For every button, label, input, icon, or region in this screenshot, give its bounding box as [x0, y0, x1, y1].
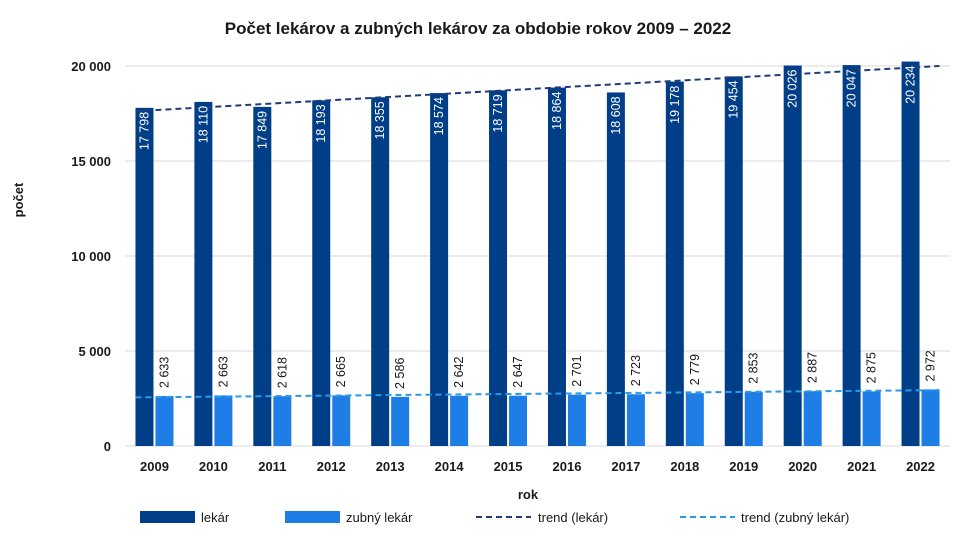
data-label-zubny-lekar: 2 633 [157, 357, 171, 388]
bar-zubny-lekar [391, 396, 410, 446]
x-tick-label: 2015 [494, 459, 523, 474]
bar-lekar [665, 81, 684, 447]
legend-label-trend-lekar: trend (lekár) [538, 510, 608, 525]
bar-zubny-lekar [567, 394, 586, 446]
x-axis-ticks: 2009 2010 2011 2012 2013 2014 2015 2016 2017 2018… [140, 459, 935, 474]
bar-lekar [901, 61, 920, 446]
bars [135, 61, 940, 447]
data-label-zubny-lekar: 2 618 [275, 357, 289, 388]
x-tick-label: 2022 [906, 459, 935, 474]
y-tick-label: 5 000 [78, 344, 111, 359]
legend-label-trend-zubny-lekar: trend (zubný lekár) [741, 510, 849, 525]
data-label-lekar: 18 193 [314, 104, 328, 142]
bar-zubny-lekar [685, 393, 704, 446]
bar-zubny-lekar [744, 391, 763, 446]
y-axis-label: počet [11, 182, 26, 217]
bar-zubny-lekar [921, 389, 940, 446]
x-tick-label: 2020 [788, 459, 817, 474]
bar-zubny-lekar [450, 395, 469, 446]
x-tick-label: 2021 [847, 459, 876, 474]
data-label-lekar: 20 026 [786, 69, 800, 107]
data-label-lekar: 19 178 [668, 86, 682, 124]
x-tick-label: 2010 [199, 459, 228, 474]
bar-zubny-lekar [509, 395, 528, 446]
data-label-zubny-lekar: 2 723 [629, 355, 643, 386]
x-tick-label: 2013 [376, 459, 405, 474]
y-tick-label: 20 000 [71, 59, 111, 74]
chart-title: Počet lekárov a zubných lekárov za obdob… [225, 19, 731, 38]
y-tick-label: 0 [104, 439, 111, 454]
data-label-zubny-lekar: 2 887 [806, 352, 820, 383]
legend-swatch-lekar [140, 511, 195, 523]
y-tick-label: 15 000 [71, 154, 111, 169]
data-label-zubny-lekar: 2 665 [334, 356, 348, 387]
bar-lekar [724, 76, 743, 447]
bar-zubny-lekar [214, 395, 233, 446]
x-tick-label: 2014 [435, 459, 465, 474]
legend-swatch-zubny-lekar [285, 511, 340, 523]
x-tick-label: 2016 [553, 459, 582, 474]
bar-lekar [783, 65, 802, 447]
bar-zubny-lekar [332, 395, 351, 446]
data-label-zubny-lekar: 2 779 [688, 354, 702, 385]
bar-lekar [371, 97, 390, 446]
bar-lekar [842, 65, 861, 447]
data-label-zubny-lekar: 2 875 [865, 352, 879, 383]
bar-lekar [547, 87, 566, 447]
x-tick-label: 2019 [729, 459, 758, 474]
data-label-zubny-lekar: 2 663 [216, 356, 230, 387]
bar-lekar [489, 90, 508, 447]
y-tick-label: 10 000 [71, 249, 111, 264]
trend-line-zubny-lekar [135, 389, 940, 399]
y-axis-ticks: 0 5 000 10 000 15 000 20 000 [71, 59, 111, 454]
data-label-lekar: 17 798 [137, 112, 151, 150]
data-label-lekar: 18 608 [609, 96, 623, 134]
legend-label-zubny-lekar: zubný lekár [346, 510, 413, 525]
data-labels: 17 798 2 633 18 110 2 663 17 849 2 618 18 193 2… [137, 66, 937, 389]
x-axis-label: rok [518, 487, 539, 502]
legend: lekár zubný lekár trend (lekár) trend (zubn… [140, 510, 849, 525]
data-label-lekar: 18 864 [550, 92, 564, 130]
gridlines [125, 65, 950, 447]
data-label-lekar: 20 234 [904, 66, 918, 104]
trend-lines [135, 65, 940, 399]
bar-zubny-lekar [155, 395, 174, 446]
data-label-zubny-lekar: 2 586 [393, 358, 407, 389]
data-label-zubny-lekar: 2 647 [511, 356, 525, 387]
x-tick-label: 2017 [611, 459, 640, 474]
legend-label-lekar: lekár [201, 510, 230, 525]
data-label-lekar: 18 110 [196, 106, 210, 143]
data-label-lekar: 17 849 [255, 111, 269, 149]
bar-lekar [253, 106, 272, 446]
x-tick-label: 2012 [317, 459, 346, 474]
bar-zubny-lekar [626, 394, 645, 446]
bar-lekar [194, 101, 213, 446]
data-label-zubny-lekar: 2 972 [924, 350, 938, 381]
data-label-zubny-lekar: 2 701 [570, 355, 584, 386]
trend-line-lekar [135, 65, 940, 113]
data-label-zubny-lekar: 2 642 [452, 356, 466, 387]
x-tick-label: 2009 [140, 459, 169, 474]
data-label-lekar: 20 047 [845, 69, 859, 107]
bar-lekar [312, 100, 331, 446]
x-tick-label: 2011 [258, 459, 286, 474]
data-label-lekar: 19 454 [727, 80, 741, 118]
bar-lekar [430, 93, 449, 447]
x-tick-label: 2018 [670, 459, 699, 474]
bar-zubny-lekar [273, 396, 292, 446]
data-label-lekar: 18 574 [432, 97, 446, 135]
bar-lekar [135, 107, 154, 446]
bar-zubny-lekar [803, 391, 822, 446]
data-label-lekar: 18 719 [491, 94, 505, 132]
data-label-zubny-lekar: 2 853 [747, 352, 761, 383]
bar-zubny-lekar [862, 391, 881, 446]
data-label-lekar: 18 355 [373, 101, 387, 139]
bar-lekar [606, 92, 625, 446]
